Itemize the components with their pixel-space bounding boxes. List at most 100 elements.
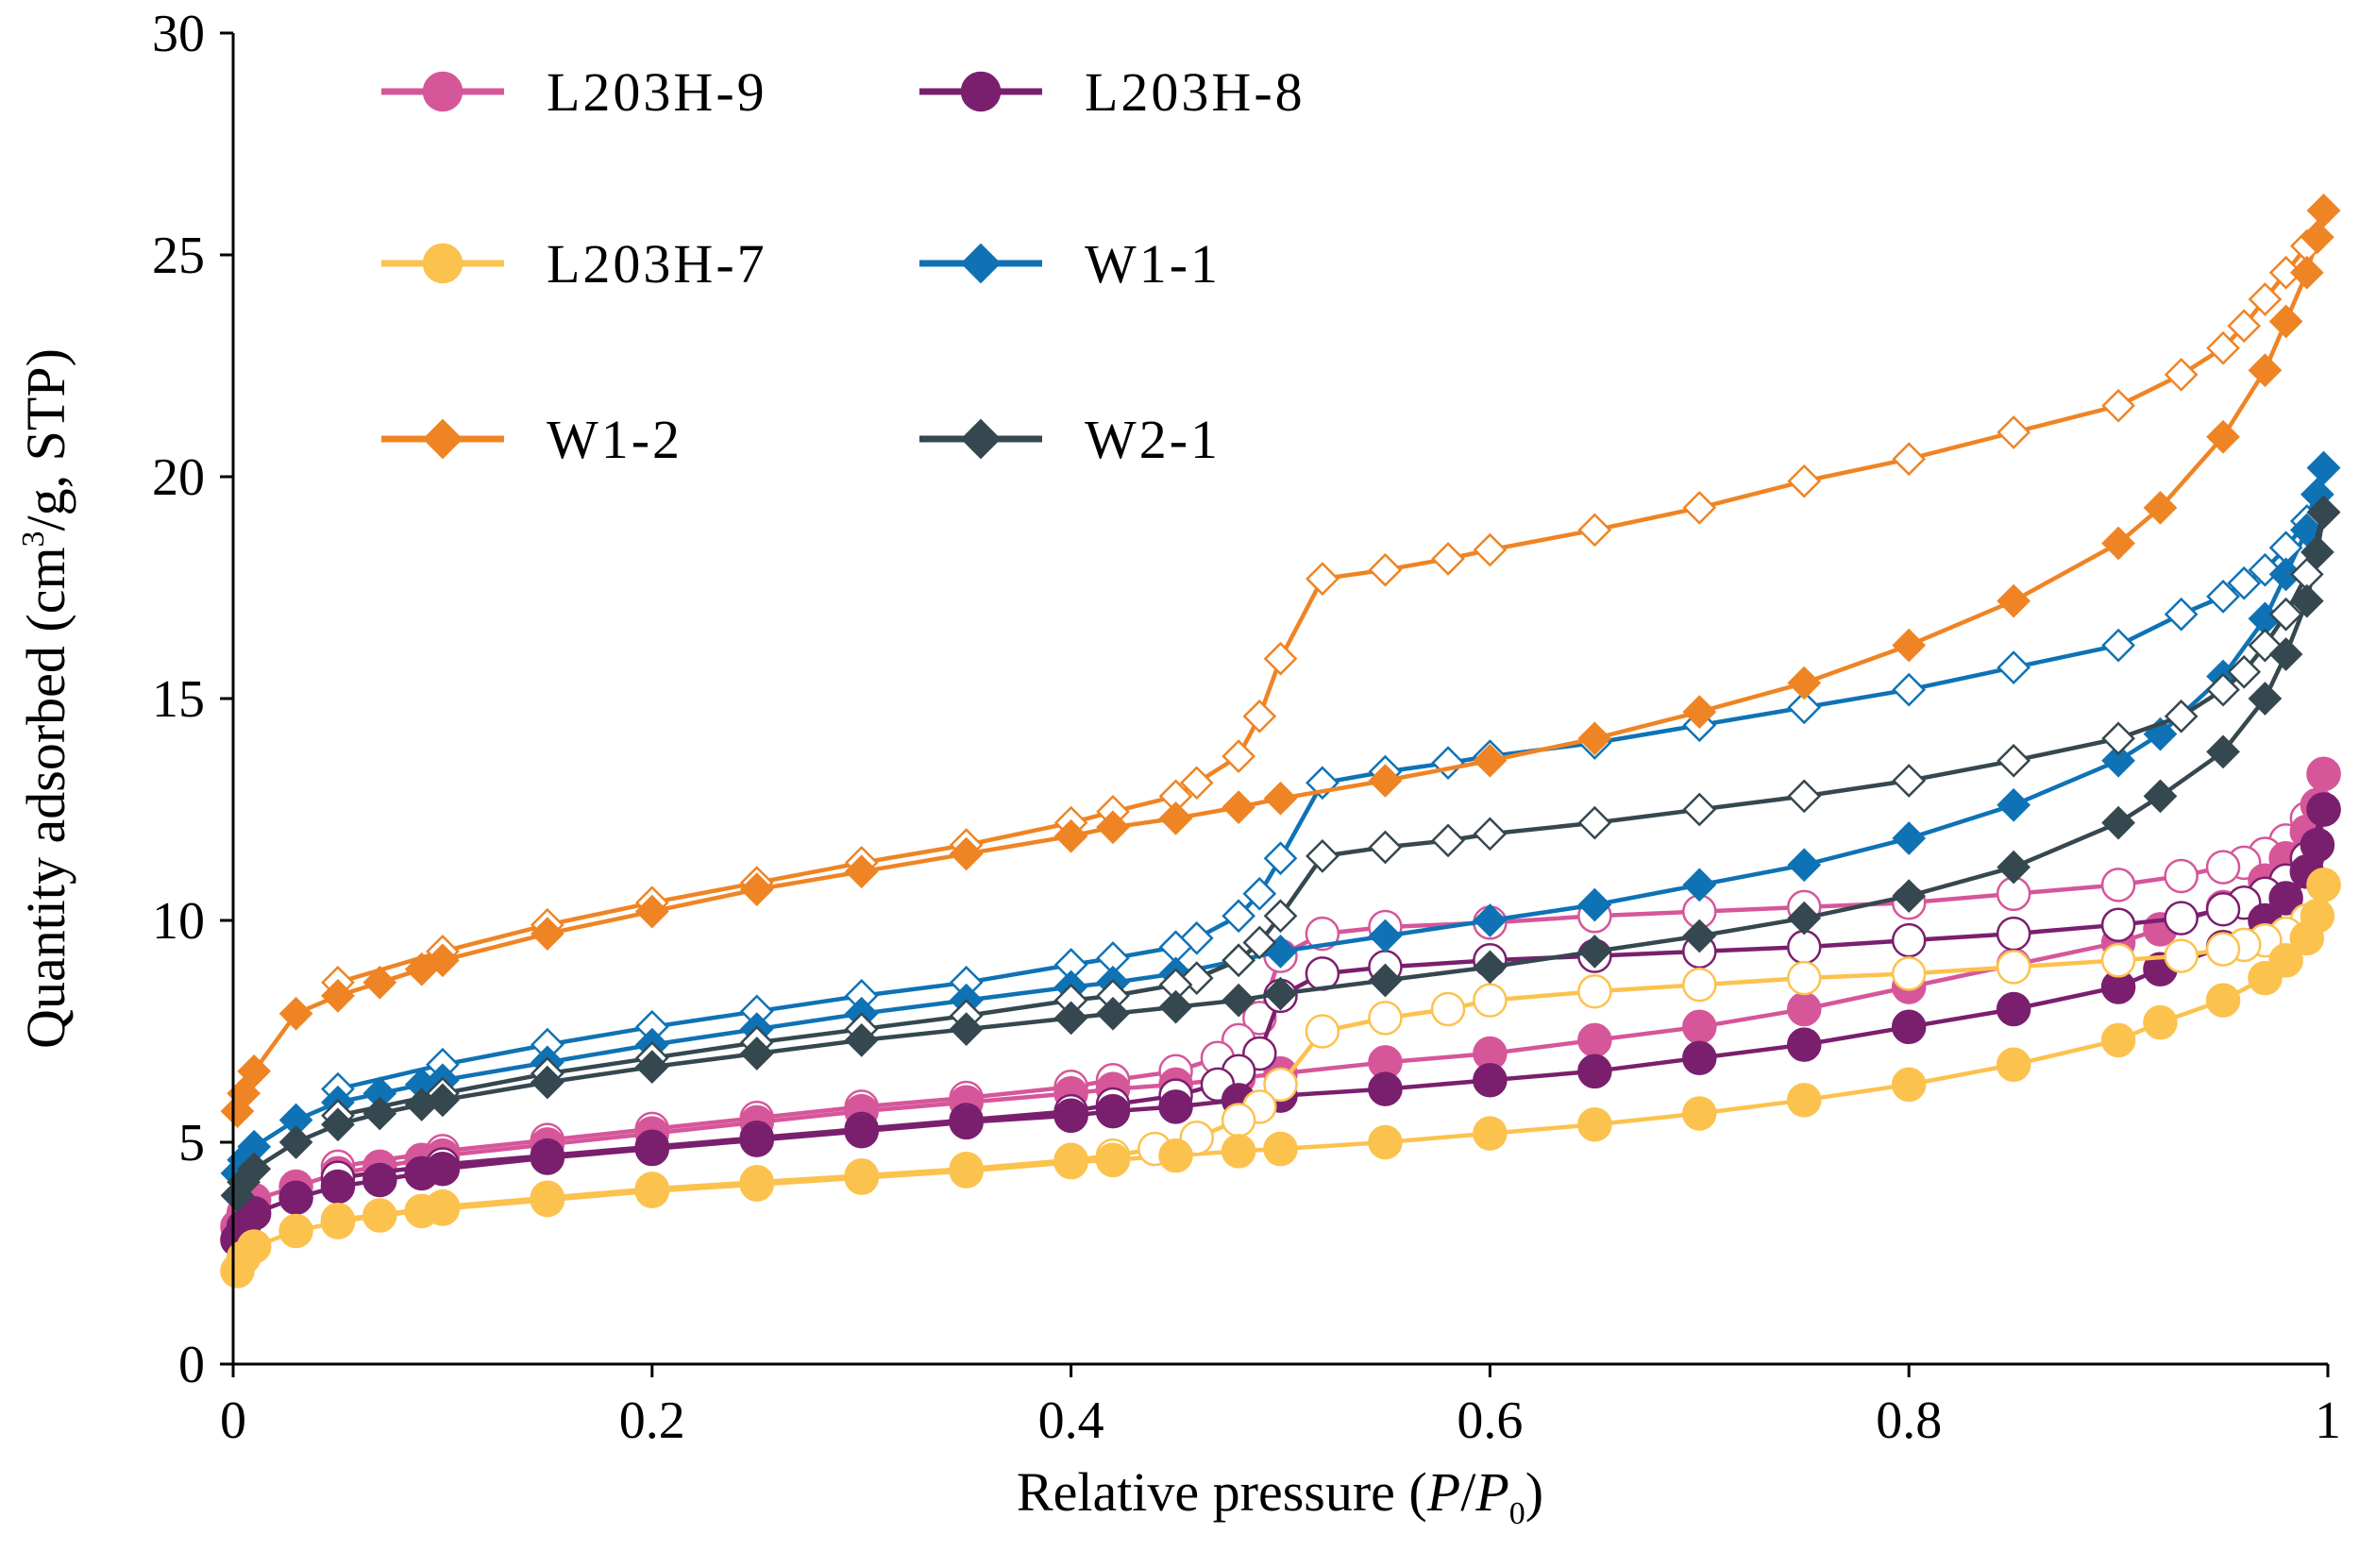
x-tick-label: 0.8 [1876, 1391, 1942, 1450]
adsorption-point [1997, 850, 2031, 885]
adsorption-point [530, 1182, 565, 1218]
desorption-point [1431, 542, 1465, 576]
desorption-point [1892, 672, 1927, 707]
adsorption-point [1096, 996, 1130, 1031]
adsorption-point [1053, 818, 1088, 853]
adsorption-point [426, 1083, 460, 1118]
desorption-point [2164, 597, 2199, 632]
adsorption-point [739, 1122, 774, 1157]
adsorption-point [2306, 450, 2341, 485]
desorption-point [1305, 916, 1340, 952]
adsorption-point [1996, 1047, 2031, 1082]
x-tick-label: 0.2 [619, 1391, 685, 1450]
desorption-point [2205, 932, 2241, 967]
adsorption-point [1891, 1067, 1927, 1103]
adsorption-point [321, 979, 355, 1013]
desorption-point [1577, 513, 1612, 548]
desorption-point [2101, 628, 2135, 663]
adsorption-point [1682, 919, 1717, 953]
legend-swatch-marker [960, 243, 1002, 284]
adsorption-point [2289, 583, 2324, 618]
adsorption-point [949, 1154, 984, 1189]
desorption-point [2268, 597, 2303, 632]
y-title-suffix: /g, STP) [15, 348, 76, 531]
adsorption-point [2206, 419, 2240, 454]
y-tick-label: 25 [152, 227, 205, 285]
adsorption-point [2306, 868, 2341, 902]
adsorption-point [1158, 1138, 1193, 1173]
desorption-point [1242, 925, 1277, 960]
desorption-point [1179, 766, 1214, 801]
desorption-point [1787, 690, 1822, 725]
adsorption-point [1053, 1098, 1088, 1134]
legend-label: L203H-9 [547, 61, 767, 123]
adsorption-point [739, 872, 774, 906]
desorption-point [2101, 721, 2135, 756]
adsorption-point [1053, 1001, 1088, 1036]
desorption-point [1430, 991, 1466, 1027]
adsorption-point [278, 1213, 313, 1249]
adsorption-point [530, 1065, 564, 1100]
y-tick-label: 30 [152, 5, 205, 63]
adsorption-point [2268, 304, 2303, 339]
x-axis-title: Relative pressure (P/P0) [1017, 1461, 1543, 1531]
adsorption-point [1158, 989, 1193, 1024]
desorption-point [1222, 943, 1255, 978]
adsorption-point [320, 1169, 356, 1205]
desorption-point [1682, 967, 1717, 1003]
adsorption-point [1682, 1096, 1717, 1131]
desorption-point [2100, 868, 2136, 902]
y-tick-label: 5 [178, 1114, 205, 1172]
desorption-point [2227, 565, 2262, 600]
adsorption-point [634, 894, 669, 929]
adsorption-point [2306, 495, 2341, 530]
legend-swatch-marker [960, 418, 1002, 460]
desorption-point [1221, 1103, 1256, 1138]
legend-swatch-marker [422, 418, 463, 460]
x-title-p: P [1426, 1461, 1460, 1523]
legend-item-w1-2: W1-2 [381, 409, 680, 470]
desorption-point [1305, 1014, 1340, 1049]
adsorption-point [844, 1160, 879, 1195]
desorption-point [1892, 764, 1927, 798]
x-title-p0: P [1474, 1461, 1508, 1523]
legend-item-w2-1: W2-1 [919, 409, 1218, 470]
desorption-point [1179, 920, 1214, 955]
adsorption-point [1891, 1009, 1927, 1045]
adsorption-point [1787, 666, 1822, 700]
y-axis-title: Quantity adsorbed (cm3/g, STP) [15, 348, 76, 1049]
x-tick-label: 0.6 [1457, 1391, 1523, 1450]
adsorption-point [362, 965, 397, 1000]
y-tick-label: 15 [152, 670, 205, 729]
adsorption-point [1473, 1062, 1508, 1098]
adsorption-point [2100, 1022, 2136, 1058]
adsorption-point [1787, 848, 1822, 883]
adsorption-point [1222, 983, 1255, 1018]
adsorption-point [1892, 879, 1927, 914]
desorption-point [1263, 899, 1298, 934]
adsorption-point [236, 1229, 272, 1264]
adsorption-point [2248, 682, 2283, 716]
desorption-point [2206, 330, 2240, 365]
adsorption-point [426, 943, 460, 978]
adsorption-point [1577, 1106, 1612, 1142]
desorption-point [2248, 628, 2283, 663]
desorption-point [1891, 922, 1927, 958]
legend-item-l203h-7: L203H-7 [381, 233, 765, 295]
adsorption-point [844, 854, 879, 889]
adsorption-point [1095, 1142, 1131, 1178]
adsorption-point [844, 1023, 879, 1057]
adsorption-point [949, 1012, 984, 1047]
adsorption-point [2306, 756, 2341, 792]
desorption-point [2205, 892, 2241, 927]
y-tick-label: 10 [152, 892, 205, 951]
adsorption-point [1368, 1071, 1403, 1106]
adsorption-point [362, 1198, 397, 1233]
legend-item-w1-1: W1-1 [919, 233, 1218, 295]
x-title-slash: / [1460, 1461, 1476, 1523]
x-title-prefix: Relative pressure ( [1017, 1461, 1427, 1523]
desorption-point [1787, 929, 1822, 965]
adsorption-point [634, 1131, 670, 1167]
desorption-point [1996, 950, 2031, 985]
adsorption-point [2101, 526, 2135, 561]
